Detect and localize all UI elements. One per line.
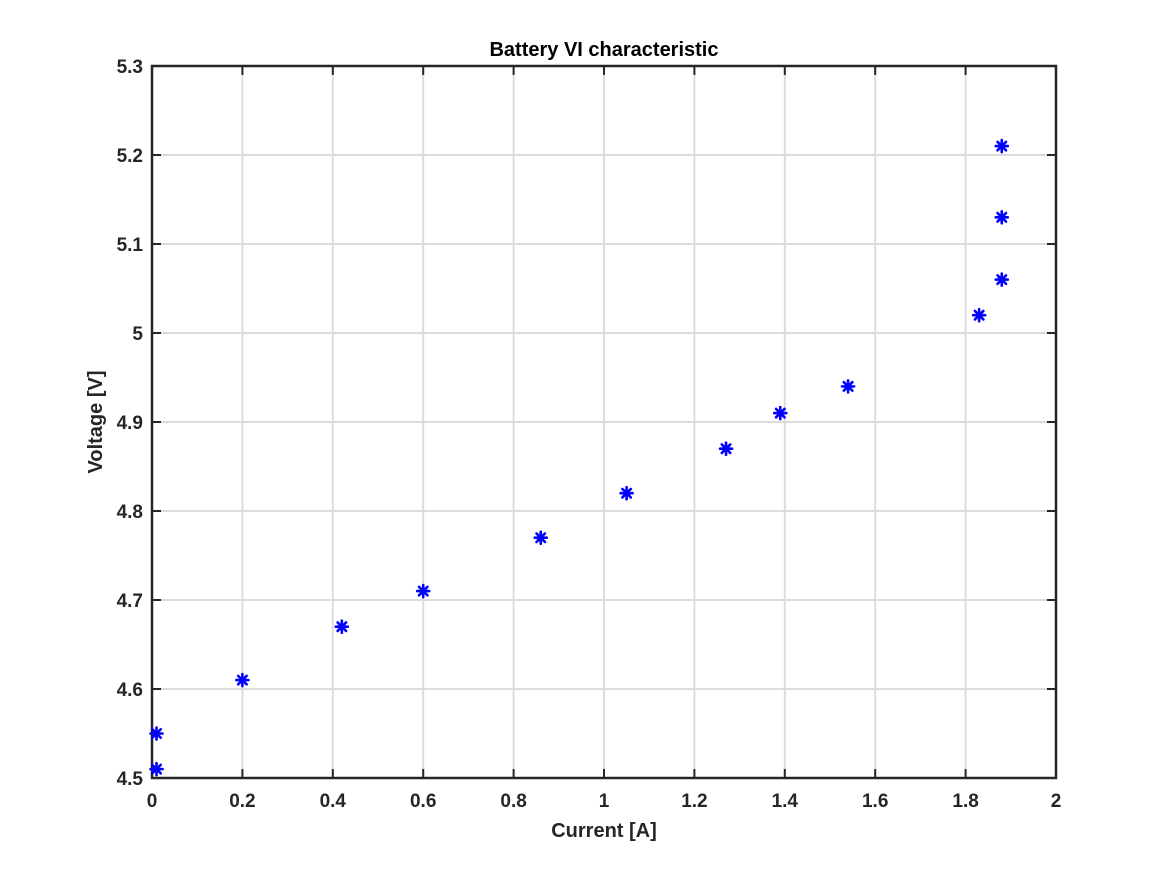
data-point-stroke [150, 763, 163, 775]
x-tick-label: 0.2 [229, 791, 255, 812]
data-point [533, 530, 549, 546]
y-tick-label: 5.1 [117, 235, 144, 256]
x-tick-label: 0 [147, 791, 158, 812]
data-point-stroke [720, 443, 732, 455]
data-point [971, 307, 987, 323]
data-point-stroke [150, 727, 163, 740]
x-tick-label: 1.2 [681, 791, 707, 812]
y-tick-label: 4.6 [117, 680, 143, 701]
data-point [149, 761, 164, 777]
data-point [619, 485, 634, 501]
y-tick-label: 5.3 [117, 57, 143, 78]
data-point-stroke [973, 309, 985, 321]
x-tick-labels: 0 0.2 0.4 0.6 0.8 1 1.2 1.4 1.6 1.8 2 [147, 791, 1062, 812]
data-point-stroke [236, 674, 248, 686]
plot-frame [150, 64, 1058, 780]
data-point-stroke [774, 407, 786, 419]
data-point [994, 272, 1010, 287]
y-tick-label: 4.9 [117, 413, 143, 434]
data-point [718, 441, 734, 457]
y-tick-label: 4.5 [117, 769, 144, 790]
data-point [772, 405, 788, 421]
data-point [149, 726, 164, 741]
data-point-stroke [842, 380, 854, 392]
data-point [235, 672, 250, 688]
data-point-stroke [535, 532, 547, 544]
data-point-stroke [996, 211, 1008, 223]
x-tick-label: 1 [599, 791, 610, 812]
axis-ticks [151, 65, 1057, 779]
data-point-stroke [996, 274, 1008, 286]
x-tick-label: 0.8 [500, 791, 526, 812]
data-point [334, 619, 350, 635]
grid [152, 66, 1056, 778]
x-tick-label: 0.4 [320, 791, 347, 812]
chart-title: Battery VI characteristic [489, 39, 718, 61]
x-tick-label: 1.4 [772, 791, 799, 812]
x-tick-label: 0.6 [410, 791, 436, 812]
data-point-stroke [336, 621, 348, 633]
data-point-stroke [417, 585, 429, 597]
y-tick-label: 5 [132, 324, 143, 345]
data-point [415, 583, 431, 599]
x-axis-title: Current [A] [551, 820, 657, 842]
x-tick-label: 1.6 [862, 791, 888, 812]
data-point-stroke [996, 140, 1008, 152]
data-point [994, 210, 1010, 225]
y-tick-labels: 4.5 4.6 4.7 4.8 4.9 5 5.1 5.2 5.3 [117, 57, 144, 790]
data-points [149, 138, 1010, 777]
data-point [994, 138, 1010, 154]
y-tick-label: 5.2 [117, 146, 143, 167]
x-tick-label: 1.8 [952, 791, 978, 812]
y-tick-label: 4.7 [117, 591, 143, 612]
x-tick-label: 2 [1051, 791, 1062, 812]
data-point-stroke [621, 487, 633, 499]
data-point [840, 379, 856, 394]
y-tick-label: 4.8 [117, 502, 143, 523]
y-axis-title: Voltage [V] [85, 371, 107, 474]
